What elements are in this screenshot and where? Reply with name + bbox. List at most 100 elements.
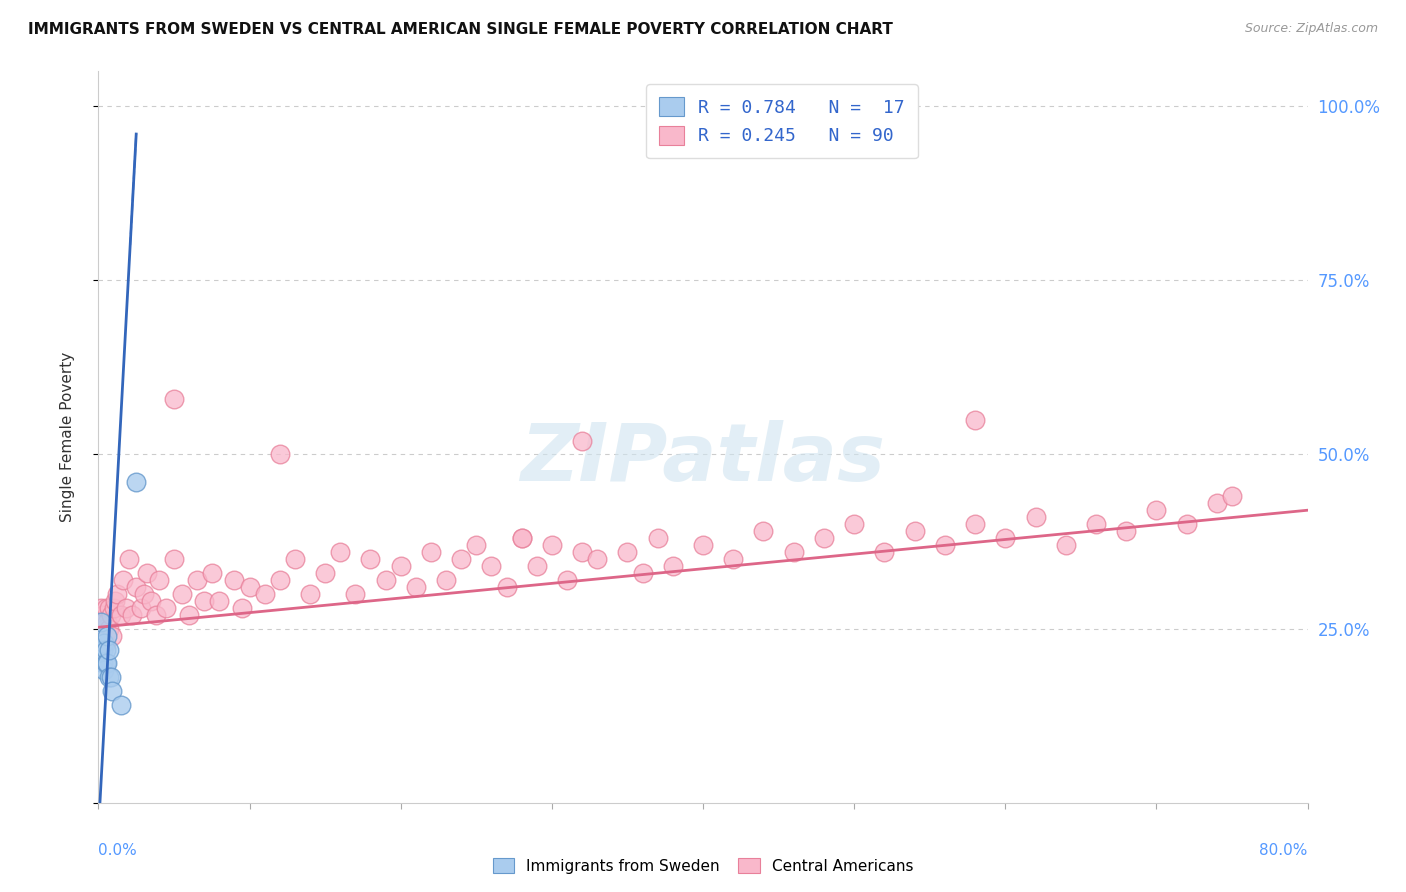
Point (692, 538, 714, 552)
Point (148, 573, 170, 587)
Point (752, 524, 775, 538)
Text: 0.0%: 0.0% (98, 843, 138, 858)
Point (299, 587, 322, 601)
Point (269, 573, 291, 587)
Point (98, 670, 121, 684)
Point (93, 635, 115, 649)
Point (269, 448, 291, 462)
Point (100, 670, 122, 684)
Point (91, 629, 114, 643)
Point (571, 434, 593, 448)
Point (231, 600, 253, 615)
Point (555, 573, 578, 587)
Point (631, 566, 654, 580)
Point (105, 587, 128, 601)
Point (93, 664, 115, 678)
Point (125, 475, 148, 490)
Point (360, 552, 382, 566)
Point (1024, 510, 1046, 524)
Point (90, 600, 112, 615)
Point (1115, 524, 1137, 538)
Point (91, 642, 114, 657)
Point (904, 524, 927, 538)
Point (98, 622, 121, 636)
Point (114, 600, 136, 615)
Point (179, 607, 201, 622)
Point (647, 531, 669, 545)
Point (193, 594, 215, 608)
Point (94, 600, 117, 615)
Point (101, 684, 124, 698)
Point (104, 594, 127, 608)
Point (111, 573, 134, 587)
Point (93, 615, 115, 629)
Point (145, 607, 167, 622)
Point (616, 545, 638, 559)
Point (94, 657, 117, 671)
Point (186, 573, 208, 587)
Point (163, 392, 186, 406)
Point (994, 531, 1017, 545)
Point (103, 600, 125, 615)
Legend: R = 0.784   N =  17, R = 0.245   N = 90: R = 0.784 N = 17, R = 0.245 N = 90 (645, 84, 918, 158)
Point (723, 552, 745, 566)
Text: ZIPatlas: ZIPatlas (520, 420, 886, 498)
Point (118, 552, 141, 566)
Point (481, 558, 503, 573)
Point (1144, 503, 1167, 517)
Point (1175, 517, 1198, 532)
Point (450, 552, 472, 566)
Point (934, 538, 956, 552)
Point (90, 642, 112, 657)
Point (98, 642, 121, 657)
Point (132, 587, 155, 601)
Point (586, 552, 609, 566)
Point (965, 412, 987, 426)
Point (965, 517, 987, 532)
Point (89, 615, 111, 629)
Point (844, 517, 866, 532)
Point (94, 635, 117, 649)
Text: IMMIGRANTS FROM SWEDEN VS CENTRAL AMERICAN SINGLE FEMALE POVERTY CORRELATION CHA: IMMIGRANTS FROM SWEDEN VS CENTRAL AMERIC… (28, 22, 893, 37)
Point (344, 587, 367, 601)
Point (110, 607, 132, 622)
Point (121, 607, 143, 622)
Point (284, 552, 307, 566)
Legend: Immigrants from Sweden, Central Americans: Immigrants from Sweden, Central American… (486, 852, 920, 880)
Point (96, 615, 118, 629)
Point (873, 545, 896, 559)
Point (434, 573, 457, 587)
Point (125, 580, 148, 594)
Point (110, 698, 132, 713)
Point (91, 657, 114, 671)
Text: 80.0%: 80.0% (1260, 843, 1308, 858)
Point (91, 607, 114, 622)
Point (253, 587, 276, 601)
Point (405, 580, 427, 594)
Point (89, 629, 111, 643)
Point (661, 558, 683, 573)
Point (155, 600, 177, 615)
Point (526, 558, 548, 573)
Point (1085, 517, 1108, 532)
Point (389, 558, 412, 573)
Point (495, 580, 517, 594)
Point (374, 573, 396, 587)
Point (90, 615, 112, 629)
Point (1220, 489, 1243, 503)
Point (170, 587, 193, 601)
Point (420, 545, 443, 559)
Point (96, 657, 118, 671)
Point (100, 607, 122, 622)
Point (93, 622, 115, 636)
Point (239, 580, 262, 594)
Point (94, 642, 117, 657)
Point (208, 594, 231, 608)
Point (540, 538, 562, 552)
Point (141, 594, 163, 608)
Point (510, 531, 533, 545)
Point (465, 538, 488, 552)
Point (571, 545, 593, 559)
Y-axis label: Single Female Poverty: Single Female Poverty (60, 352, 75, 522)
Point (813, 531, 835, 545)
